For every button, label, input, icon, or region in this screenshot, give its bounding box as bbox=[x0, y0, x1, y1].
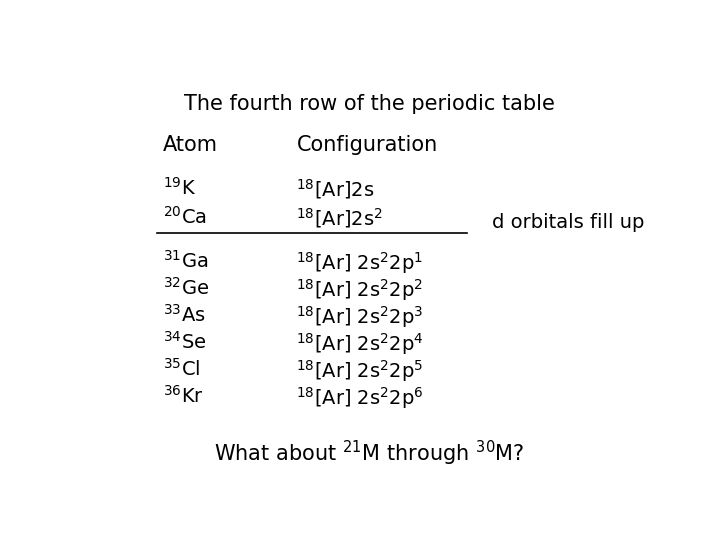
Text: $^{18}$[Ar] 2s$^{2}$2p$^{3}$: $^{18}$[Ar] 2s$^{2}$2p$^{3}$ bbox=[297, 304, 424, 330]
Text: $^{18}$[Ar] 2s$^{2}$2p$^{5}$: $^{18}$[Ar] 2s$^{2}$2p$^{5}$ bbox=[297, 358, 424, 384]
Text: $^{18}$[Ar] 2s$^{2}$2p$^{1}$: $^{18}$[Ar] 2s$^{2}$2p$^{1}$ bbox=[297, 250, 423, 276]
Text: Atom: Atom bbox=[163, 136, 217, 156]
Text: $^{34}$Se: $^{34}$Se bbox=[163, 331, 206, 353]
Text: $^{18}$[Ar] 2s$^{2}$2p$^{2}$: $^{18}$[Ar] 2s$^{2}$2p$^{2}$ bbox=[297, 277, 423, 303]
Text: $^{36}$Kr: $^{36}$Kr bbox=[163, 385, 204, 407]
Text: $^{18}$[Ar] 2s$^{2}$2p$^{4}$: $^{18}$[Ar] 2s$^{2}$2p$^{4}$ bbox=[297, 331, 424, 357]
Text: $^{19}$K: $^{19}$K bbox=[163, 177, 196, 199]
Text: d orbitals fill up: d orbitals fill up bbox=[492, 213, 644, 232]
Text: $^{35}$Cl: $^{35}$Cl bbox=[163, 358, 200, 380]
Text: $^{33}$As: $^{33}$As bbox=[163, 304, 205, 326]
Text: Configuration: Configuration bbox=[297, 136, 438, 156]
Text: $^{31}$Ga: $^{31}$Ga bbox=[163, 250, 208, 272]
Text: $^{18}$[Ar]2s$^{2}$: $^{18}$[Ar]2s$^{2}$ bbox=[297, 206, 383, 230]
Text: $^{32}$Ge: $^{32}$Ge bbox=[163, 277, 209, 299]
Text: $^{18}$[Ar] 2s$^{2}$2p$^{6}$: $^{18}$[Ar] 2s$^{2}$2p$^{6}$ bbox=[297, 385, 424, 411]
Text: What about $^{21}$M through $^{30}$M?: What about $^{21}$M through $^{30}$M? bbox=[214, 439, 524, 468]
Text: $^{20}$Ca: $^{20}$Ca bbox=[163, 206, 207, 228]
Text: The fourth row of the periodic table: The fourth row of the periodic table bbox=[184, 94, 554, 114]
Text: $^{18}$[Ar]2s: $^{18}$[Ar]2s bbox=[297, 177, 375, 201]
